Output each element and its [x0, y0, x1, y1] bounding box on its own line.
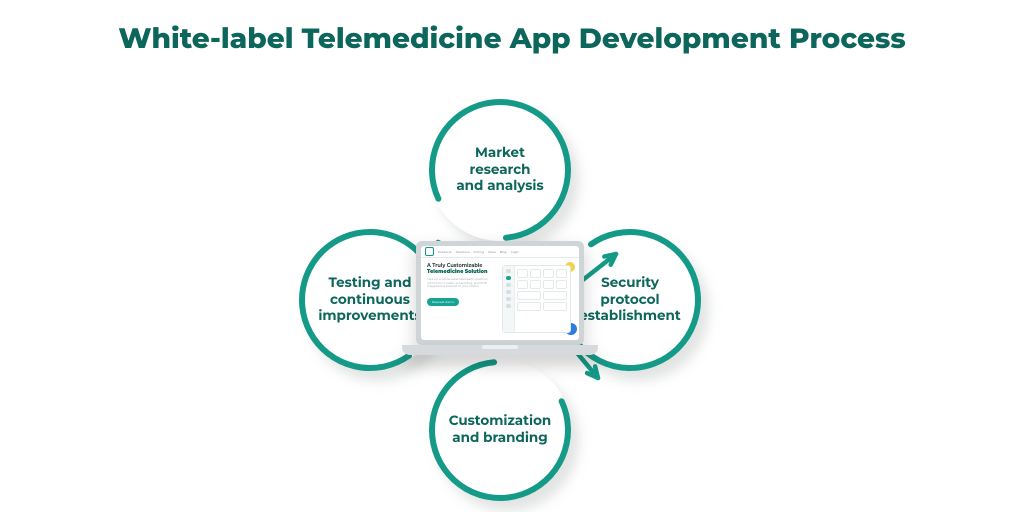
mock-headline: A Truly CustomizableTelemedicine Solutio… — [427, 264, 491, 275]
laptop-screen-frame: Products Solutions PricingDocs Blog Login A T… — [416, 241, 584, 345]
laptop-hinge — [482, 345, 518, 349]
mock-dashboard — [502, 265, 571, 333]
mock-cta-button: Request demo — [427, 298, 459, 306]
mock-dash-sidebar-item — [506, 290, 512, 294]
ring-label-line: and analysis — [438, 178, 562, 195]
mock-dash-sidebar-item — [506, 269, 512, 273]
mock-dash-card — [556, 280, 567, 289]
mock-nav-item: Pricing — [474, 250, 485, 254]
mock-dash-card — [517, 269, 528, 278]
mock-dash-card — [517, 302, 541, 311]
laptop-mock: Products Solutions PricingDocs Blog Login A T… — [402, 241, 598, 355]
mock-nav-item: Blog — [500, 250, 507, 254]
mock-dash-card — [556, 269, 567, 278]
mock-navbar: Products Solutions PricingDocs Blog Login — [421, 246, 579, 258]
mock-dash-row — [517, 302, 567, 311]
mock-dash-row — [517, 269, 567, 278]
mock-headline-line2: Telemedicine Solution — [427, 270, 491, 276]
mock-dash-card — [530, 280, 541, 289]
mock-dash-card — [543, 302, 567, 311]
ring-label-line: Customization — [438, 413, 562, 430]
mock-hero: A Truly CustomizableTelemedicine Solutio… — [421, 258, 579, 340]
mock-dash-sidebar-item — [506, 283, 512, 287]
mock-dash-card — [543, 269, 554, 278]
mock-nav-item: Solutions — [456, 250, 470, 254]
ring-label-market: Marketresearchand analysis — [438, 145, 562, 196]
mock-paragraph: Launch a white-label telehealth platform… — [427, 278, 491, 289]
ring-label-line: and branding — [438, 430, 562, 447]
mock-dash-row — [517, 291, 567, 300]
mock-dash-card — [517, 291, 541, 300]
mock-dash-card — [517, 280, 528, 289]
mock-logo-icon — [425, 247, 434, 256]
mock-dash-card — [543, 280, 554, 289]
mock-dash-main — [514, 266, 570, 332]
ring-label-custom: Customizationand branding — [438, 413, 562, 447]
laptop-screen: Products Solutions PricingDocs Blog Login A T… — [421, 246, 579, 340]
mock-nav-item: Login — [511, 250, 520, 254]
ring-label-line: Market — [438, 145, 562, 162]
mock-nav-item: Docs — [488, 250, 496, 254]
mock-hero-left: A Truly CustomizableTelemedicine Solutio… — [421, 258, 497, 340]
mock-dash-sidebar-item — [506, 297, 512, 301]
mock-dash-row — [517, 280, 567, 289]
ring-label-line: research — [438, 162, 562, 179]
infographic-canvas: White-label Telemedicine App Development… — [0, 0, 1024, 512]
mock-dash-sidebar-item — [506, 276, 512, 280]
mock-hero-right — [497, 258, 579, 340]
mock-dash-card — [530, 269, 541, 278]
mock-nav-item: Products — [438, 250, 452, 254]
page-title: White-label Telemedicine App Development… — [0, 22, 1024, 56]
mock-dash-sidebar-item — [506, 304, 512, 308]
mock-dash-card — [543, 291, 567, 300]
